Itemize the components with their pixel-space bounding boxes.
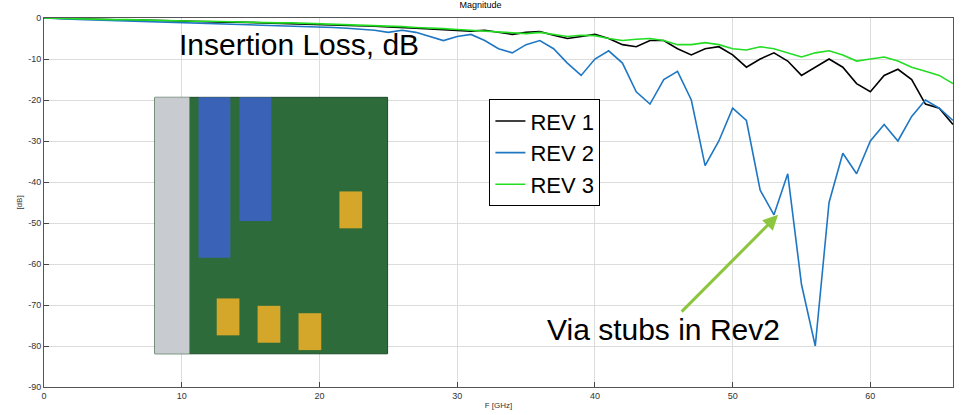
svg-text:-20: -20 (28, 95, 41, 105)
svg-text:20: 20 (314, 391, 324, 401)
svg-text:-90: -90 (28, 382, 41, 392)
svg-text:Via stubs in Rev2: Via stubs in Rev2 (547, 313, 780, 346)
svg-text:F [GHz]: F [GHz] (485, 401, 513, 410)
svg-text:-30: -30 (28, 136, 41, 146)
svg-text:40: 40 (590, 391, 600, 401)
svg-text:-40: -40 (28, 177, 41, 187)
svg-text:50: 50 (728, 391, 738, 401)
svg-text:REV 3: REV 3 (530, 173, 594, 198)
svg-text:30: 30 (452, 391, 462, 401)
svg-text:REV 2: REV 2 (530, 141, 594, 166)
svg-text:-60: -60 (28, 259, 41, 269)
svg-text:-80: -80 (28, 341, 41, 351)
svg-text:-10: -10 (28, 54, 41, 64)
svg-text:60: 60 (865, 391, 875, 401)
svg-text:10: 10 (177, 391, 187, 401)
svg-text:0: 0 (41, 391, 46, 401)
svg-text:-70: -70 (28, 300, 41, 310)
svg-text:Insertion Loss, dB: Insertion Loss, dB (179, 28, 419, 61)
svg-text:REV 1: REV 1 (530, 110, 594, 135)
svg-text:[dB]: [dB] (15, 195, 24, 209)
svg-text:Magnitude: Magnitude (459, 0, 501, 10)
svg-text:-50: -50 (28, 218, 41, 228)
svg-text:0: 0 (36, 13, 41, 23)
